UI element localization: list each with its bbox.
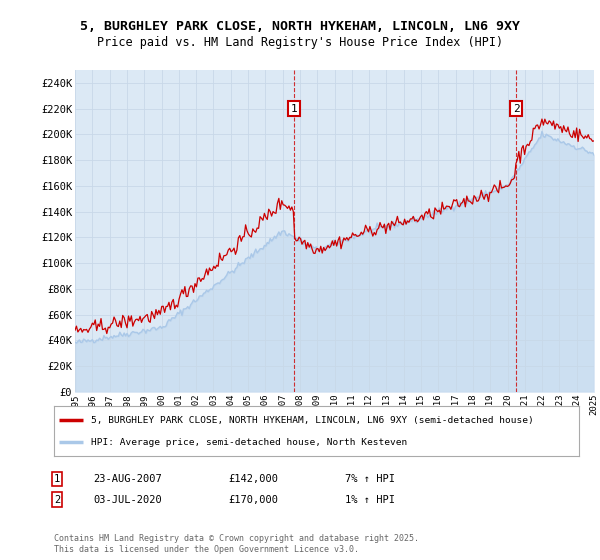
- Text: 2: 2: [513, 104, 520, 114]
- Text: 23-AUG-2007: 23-AUG-2007: [93, 474, 162, 484]
- Text: 1% ↑ HPI: 1% ↑ HPI: [345, 494, 395, 505]
- Text: 1: 1: [290, 104, 297, 114]
- Text: 2: 2: [54, 494, 60, 505]
- Text: Price paid vs. HM Land Registry's House Price Index (HPI): Price paid vs. HM Land Registry's House …: [97, 36, 503, 49]
- Text: 5, BURGHLEY PARK CLOSE, NORTH HYKEHAM, LINCOLN, LN6 9XY (semi-detached house): 5, BURGHLEY PARK CLOSE, NORTH HYKEHAM, L…: [91, 416, 533, 424]
- Text: HPI: Average price, semi-detached house, North Kesteven: HPI: Average price, semi-detached house,…: [91, 438, 407, 447]
- Text: £142,000: £142,000: [228, 474, 278, 484]
- Text: 1: 1: [54, 474, 60, 484]
- Text: £170,000: £170,000: [228, 494, 278, 505]
- Text: 5, BURGHLEY PARK CLOSE, NORTH HYKEHAM, LINCOLN, LN6 9XY: 5, BURGHLEY PARK CLOSE, NORTH HYKEHAM, L…: [80, 20, 520, 32]
- Text: 03-JUL-2020: 03-JUL-2020: [93, 494, 162, 505]
- Text: Contains HM Land Registry data © Crown copyright and database right 2025.
This d: Contains HM Land Registry data © Crown c…: [54, 534, 419, 554]
- Text: 7% ↑ HPI: 7% ↑ HPI: [345, 474, 395, 484]
